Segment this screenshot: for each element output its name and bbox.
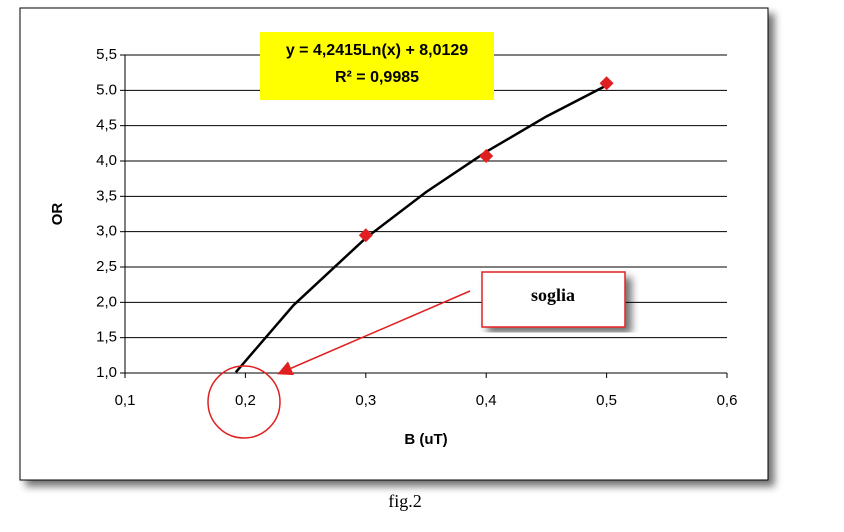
data-point bbox=[479, 149, 494, 164]
x-axis-title: B (uT) bbox=[404, 431, 447, 448]
y-tick-label: 2,0 bbox=[96, 293, 117, 310]
x-tick-label: 0,1 bbox=[115, 392, 136, 409]
threshold-circle bbox=[207, 365, 281, 439]
y-tick-label: 2,5 bbox=[96, 258, 117, 275]
r-squared: R² = 0,9985 bbox=[335, 69, 419, 86]
y-tick-label: 3,5 bbox=[96, 187, 117, 204]
y-tick-label: 3,0 bbox=[96, 223, 117, 240]
trendline bbox=[234, 84, 608, 374]
x-tick-label: 0,6 bbox=[717, 392, 738, 409]
annotation-text: soglia bbox=[531, 285, 575, 305]
annotation-arrow bbox=[277, 290, 471, 376]
y-axis-title: OR bbox=[49, 203, 66, 226]
y-tick-label: 4,0 bbox=[96, 152, 117, 169]
y-tick-label: 5,5 bbox=[96, 46, 117, 63]
trend-equation: y = 4,2415Ln(x) + 8,0129 bbox=[286, 42, 468, 59]
x-tick-label: 0,4 bbox=[476, 392, 497, 409]
y-tick-label: 1,0 bbox=[96, 364, 117, 381]
equation-box bbox=[260, 32, 494, 100]
data-point bbox=[358, 228, 373, 243]
annotation-box bbox=[481, 271, 626, 328]
y-tick-label: 1,5 bbox=[96, 329, 117, 346]
y-tick-label: 4,5 bbox=[96, 117, 117, 134]
data-point bbox=[599, 76, 614, 91]
x-tick-label: 0,3 bbox=[355, 392, 376, 409]
x-tick-label: 0,5 bbox=[596, 392, 617, 409]
y-tick-label: 5.0 bbox=[96, 81, 117, 98]
x-tick-label: 0,2 bbox=[235, 392, 256, 409]
caption: fig.2 bbox=[388, 491, 422, 511]
